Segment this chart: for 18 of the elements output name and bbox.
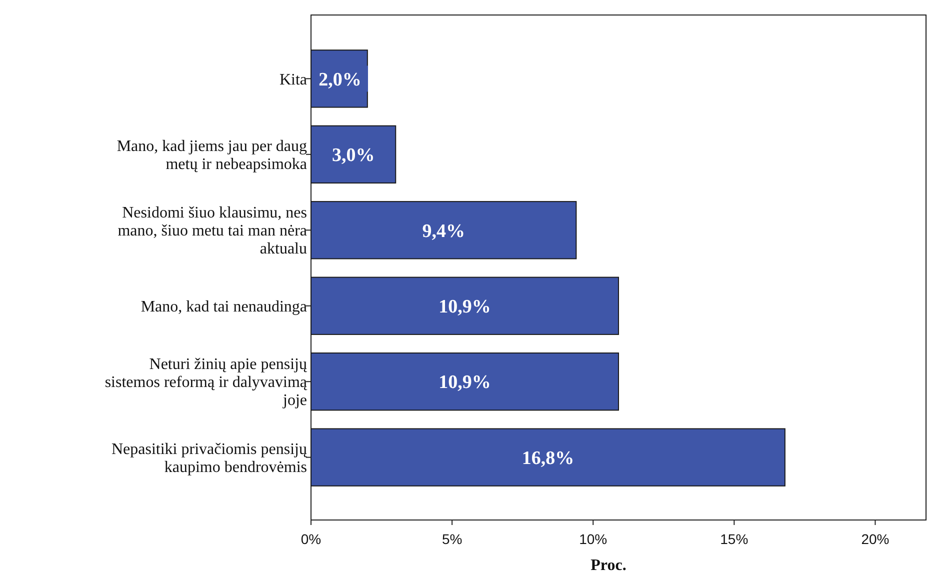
x-tick-label: 0%	[300, 531, 322, 547]
data-label: 9,4%	[422, 220, 465, 242]
data-label: 2,0%	[318, 69, 362, 90]
x-axis-title: Proc.	[590, 557, 626, 574]
x-tick-label: 20%	[861, 531, 890, 547]
data-label: 10,9%	[438, 296, 491, 318]
y-tick-label: Neturi žinių apie pensijų sistemos reformą ir dalyvavimą joje	[104, 356, 308, 410]
data-label: 10,9%	[438, 372, 491, 394]
y-tick-label: Kita	[279, 71, 307, 88]
y-tick-label: Nepasitiki privačiomis pensijų kaupimo bendrovėmis	[111, 440, 308, 476]
x-tick-label: 10%	[579, 531, 608, 547]
x-tick-label: 5%	[442, 531, 462, 547]
data-label: 16,8%	[522, 448, 574, 469]
y-tick-label: Nesidomi šiuo klausimu, nes mano, šiuo metu tai man nėra aktualu	[118, 204, 307, 258]
y-tick-label: Mano, kad jiems jau per daug metų ir nebeapsimoka	[116, 138, 307, 174]
y-tick-label: Mano, kad tai nenaudinga	[140, 298, 307, 316]
data-label: 3,0%	[332, 145, 375, 166]
x-tick-label: 15%	[720, 531, 748, 547]
